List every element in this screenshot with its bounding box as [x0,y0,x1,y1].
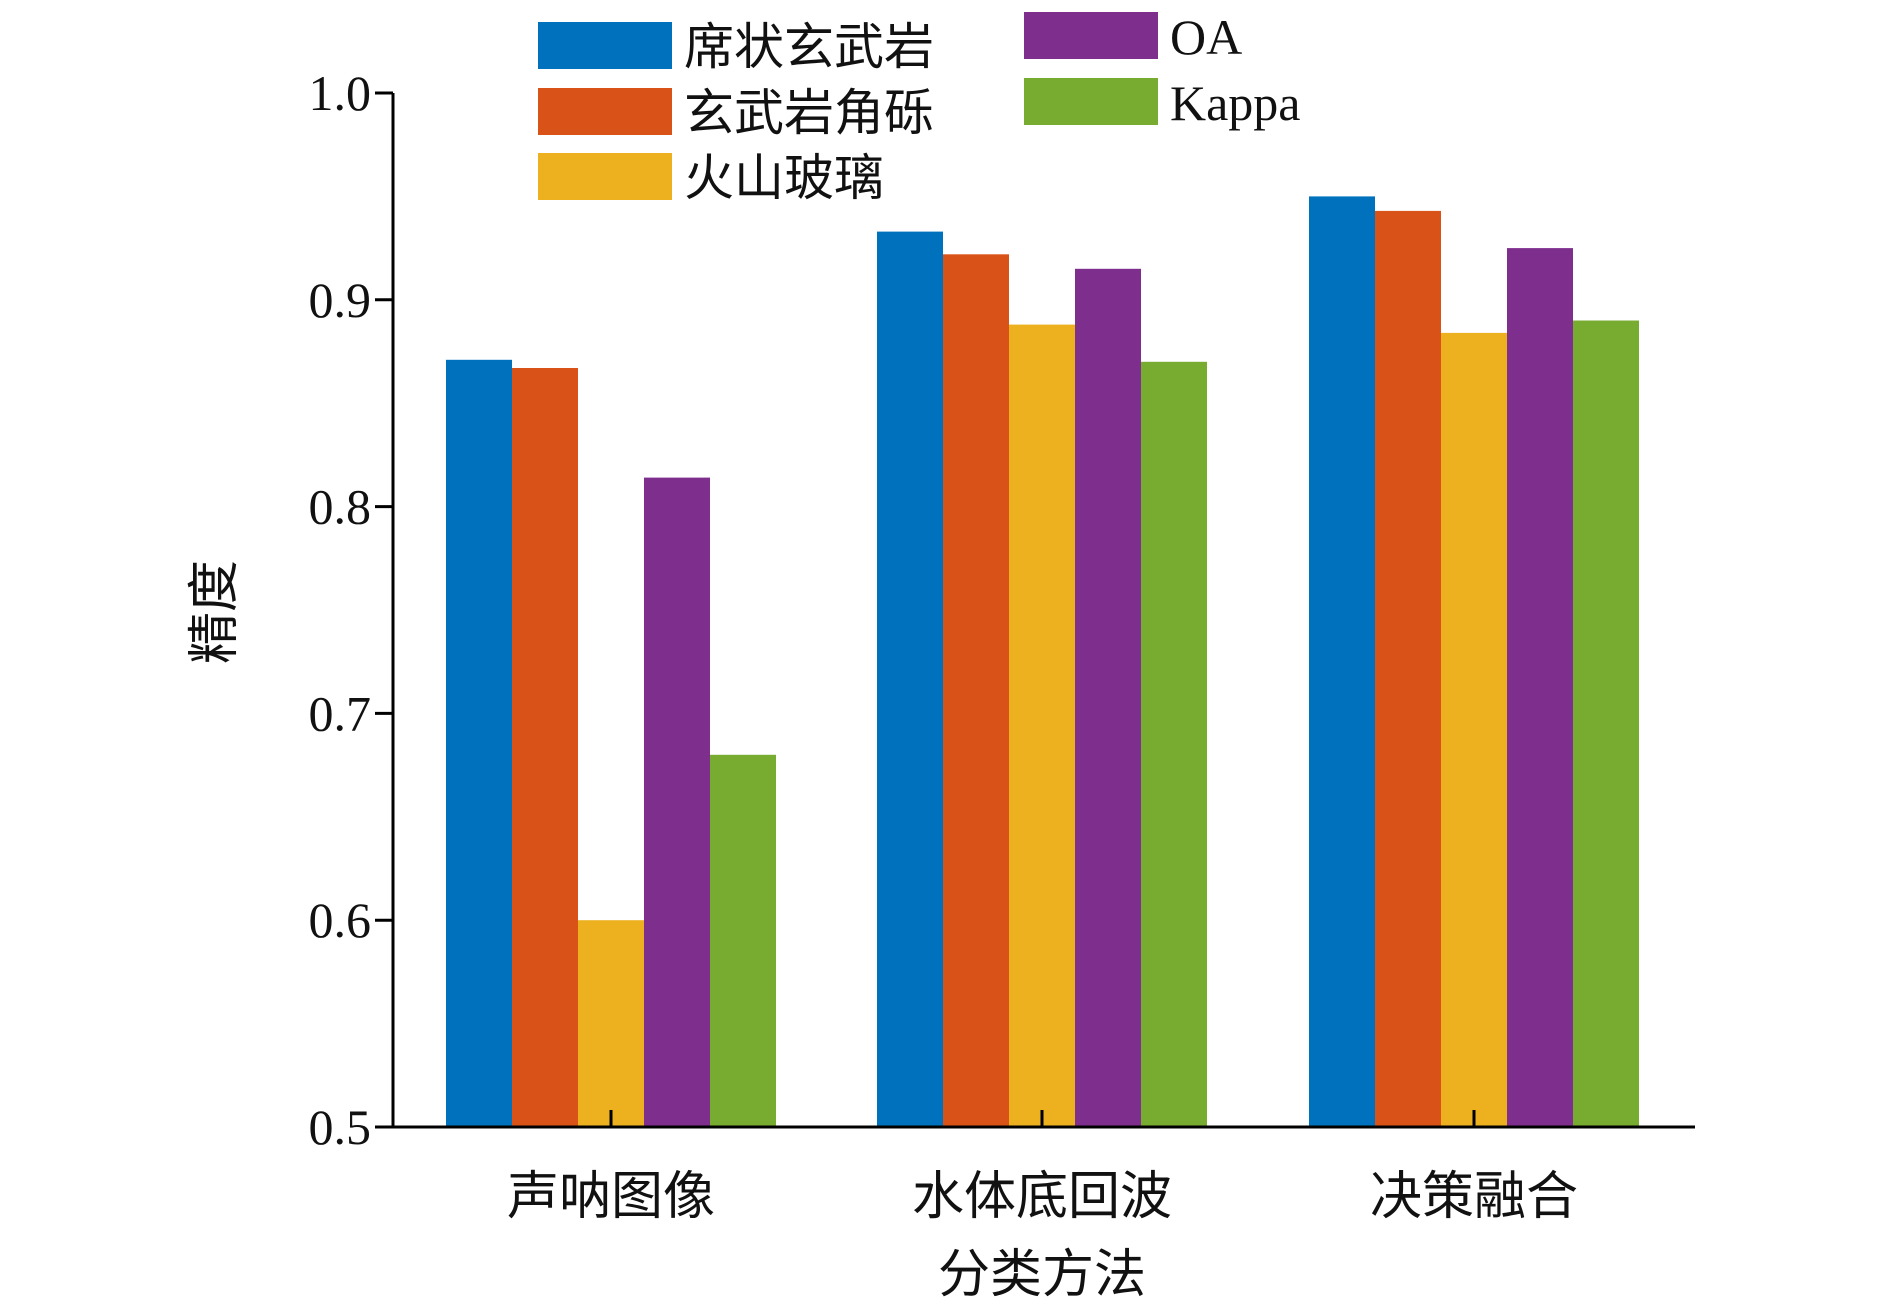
x-axis-label: 分类方法 [938,1247,1146,1304]
y-tick-label-5: 0.9 [309,272,372,328]
bars-group [446,196,1639,1128]
bar-3-1 [578,920,644,1127]
y-axis-label: 精度 [187,560,244,664]
legend-label-4: OA [1170,9,1242,65]
y-tick-label-3: 0.7 [309,685,372,741]
legend-label-1: 席状玄武岩 [684,19,934,75]
bar-5-2 [1141,361,1207,1127]
x-category-labels: 声呐图像 水体底回波 决策融合 [507,1110,1578,1226]
legend-swatch-4 [1024,12,1158,59]
bar-4-3 [1507,248,1573,1128]
y-tick-label-6: 1.0 [309,65,372,121]
legend-label-5: Kappa [1170,75,1301,131]
bar-1-1 [446,359,512,1127]
legend-swatch-3 [538,153,672,200]
bar-4-2 [1075,268,1141,1127]
legend-swatch-1 [538,22,672,69]
bar-1-2 [877,231,943,1128]
y-ticks-group: 0.5 0.6 0.7 0.8 0.9 1.0 [309,65,393,1155]
x-category-label-1: 声呐图像 [507,1169,715,1226]
bar-2-3 [1375,210,1441,1127]
bar-5-1 [710,754,776,1127]
bar-3-2 [1009,324,1075,1128]
legend-label-3: 火山玻璃 [684,150,884,206]
legend-label-2: 玄武岩角砾 [684,85,934,141]
bar-3-3 [1441,332,1507,1127]
bar-2-1 [512,368,578,1127]
x-category-label-3: 决策融合 [1370,1169,1578,1226]
bar-5-3 [1573,320,1639,1127]
x-category-label-2: 水体底回波 [912,1169,1172,1226]
bar-4-1 [644,477,710,1128]
bar-2-2 [943,254,1009,1128]
y-tick-label-4: 0.8 [309,479,372,535]
bar-1-3 [1309,196,1375,1127]
legend-swatch-2 [538,88,672,135]
legend-swatch-5 [1024,78,1158,125]
y-tick-label-1: 0.5 [309,1099,372,1155]
y-tick-label-2: 0.6 [309,892,372,948]
